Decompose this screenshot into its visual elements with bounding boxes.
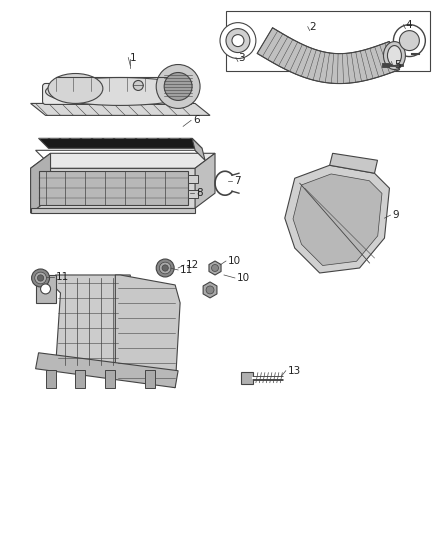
Bar [188, 175, 198, 183]
Polygon shape [31, 103, 210, 116]
Circle shape [164, 72, 192, 100]
Bar [75, 370, 85, 387]
Bar [145, 370, 155, 387]
Bar [188, 190, 198, 198]
Text: 4: 4 [406, 20, 412, 30]
Ellipse shape [46, 77, 195, 106]
Polygon shape [35, 353, 178, 387]
Text: 1: 1 [130, 53, 137, 62]
Polygon shape [35, 150, 205, 160]
Bar [46, 370, 56, 387]
Circle shape [212, 264, 219, 271]
Text: 11: 11 [180, 265, 193, 275]
Circle shape [393, 25, 425, 56]
Circle shape [32, 269, 49, 287]
Text: 13: 13 [288, 366, 301, 376]
Polygon shape [31, 154, 215, 168]
Ellipse shape [48, 74, 103, 103]
Text: 10: 10 [237, 273, 250, 283]
Text: 8: 8 [196, 188, 203, 198]
Text: 5: 5 [395, 60, 401, 69]
Circle shape [206, 286, 214, 294]
Text: 7: 7 [234, 176, 240, 186]
Polygon shape [56, 275, 130, 368]
Circle shape [156, 259, 174, 277]
Circle shape [35, 272, 46, 284]
Polygon shape [285, 165, 389, 273]
Polygon shape [192, 139, 205, 160]
Polygon shape [31, 154, 50, 213]
Polygon shape [39, 139, 202, 148]
Polygon shape [35, 275, 56, 303]
Bar [106, 370, 115, 387]
Text: 6: 6 [193, 115, 200, 125]
Polygon shape [39, 171, 188, 205]
Text: 9: 9 [392, 210, 399, 220]
Polygon shape [195, 154, 215, 208]
FancyBboxPatch shape [42, 84, 193, 104]
Circle shape [37, 275, 44, 281]
Polygon shape [203, 282, 217, 298]
Circle shape [232, 35, 244, 46]
Polygon shape [209, 261, 221, 275]
Circle shape [159, 262, 171, 274]
Circle shape [162, 265, 168, 271]
Polygon shape [257, 28, 399, 84]
Polygon shape [293, 174, 382, 265]
Bar [241, 372, 253, 384]
Circle shape [41, 284, 50, 294]
Circle shape [226, 29, 250, 53]
Circle shape [133, 80, 143, 91]
Ellipse shape [384, 42, 406, 69]
Bar [226, 11, 430, 70]
Circle shape [156, 64, 200, 108]
Text: 10: 10 [228, 256, 241, 266]
Circle shape [220, 22, 256, 59]
Polygon shape [115, 275, 180, 387]
Text: 2: 2 [310, 22, 316, 31]
Polygon shape [31, 168, 195, 208]
Ellipse shape [388, 46, 401, 66]
Text: 12: 12 [186, 260, 199, 270]
Text: 3: 3 [238, 53, 244, 62]
Circle shape [399, 30, 419, 51]
Text: 11: 11 [56, 272, 69, 282]
Polygon shape [31, 208, 195, 213]
Polygon shape [330, 154, 378, 173]
